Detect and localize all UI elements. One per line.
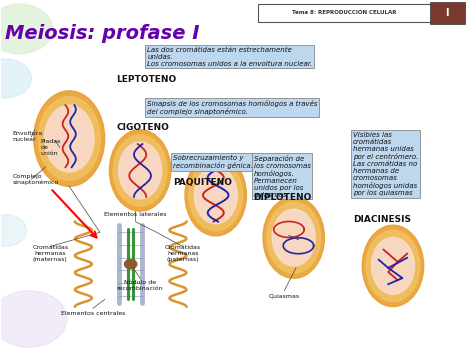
Text: Cromátidas
hermanas
(paternas): Cromátidas hermanas (paternas) <box>164 245 201 262</box>
Text: Nódulo de
recombinación: Nódulo de recombinación <box>117 280 164 291</box>
Text: Visibles las
cromátidas
hermanas unidas
por el centrómero.
Las cromátidas no
her: Visibles las cromátidas hermanas unidas … <box>353 132 418 196</box>
Text: Complejo
sinaptonémico: Complejo sinaptonémico <box>12 174 59 185</box>
Ellipse shape <box>34 91 105 186</box>
Text: Sinapsis de los cromosomas homólogos a través
del complejo sinaptonémico.: Sinapsis de los cromosomas homólogos a t… <box>147 100 318 115</box>
Ellipse shape <box>194 167 237 224</box>
Text: Envoltura
nuclear: Envoltura nuclear <box>12 131 43 142</box>
Ellipse shape <box>372 237 414 294</box>
Ellipse shape <box>267 202 320 273</box>
Text: Cromátidas
hermanas
(maternas): Cromátidas hermanas (maternas) <box>32 245 68 262</box>
Ellipse shape <box>109 130 171 211</box>
Ellipse shape <box>263 197 324 278</box>
Ellipse shape <box>189 160 243 231</box>
Text: CIGOTENO: CIGOTENO <box>117 123 169 132</box>
Text: Elementos laterales: Elementos laterales <box>104 212 167 217</box>
Ellipse shape <box>38 97 100 180</box>
Text: Separación de
los cromosomas
homólogos.
Permanecen
unidos por los
quiasmas.: Separación de los cromosomas homólogos. … <box>254 154 310 198</box>
Circle shape <box>125 260 137 269</box>
Ellipse shape <box>118 142 162 199</box>
Text: DIPLOTENO: DIPLOTENO <box>254 193 312 202</box>
Text: Quiasmas: Quiasmas <box>269 294 300 299</box>
FancyBboxPatch shape <box>258 4 431 22</box>
Text: Pladas
de
unión: Pladas de unión <box>41 139 61 156</box>
Text: LEPTOTENO: LEPTOTENO <box>117 75 177 84</box>
Text: Elementos centrales: Elementos centrales <box>61 311 125 316</box>
Text: Meiosis: profase I: Meiosis: profase I <box>5 24 200 43</box>
Circle shape <box>0 4 53 54</box>
Text: Sobrecruzamiento y
recombinación génica.: Sobrecruzamiento y recombinación génica. <box>173 154 253 169</box>
Text: DIACINESIS: DIACINESIS <box>353 215 411 224</box>
Ellipse shape <box>272 209 315 266</box>
Text: PAQUITENO: PAQUITENO <box>173 178 232 186</box>
Circle shape <box>0 59 31 98</box>
FancyBboxPatch shape <box>430 2 465 24</box>
Ellipse shape <box>366 230 420 301</box>
Circle shape <box>0 291 67 347</box>
Ellipse shape <box>185 154 246 236</box>
Ellipse shape <box>45 105 94 172</box>
Text: Tema 8: REPRODUCCIÓN CELULAR: Tema 8: REPRODUCCIÓN CELULAR <box>292 10 397 15</box>
Circle shape <box>0 215 27 246</box>
Ellipse shape <box>113 135 167 206</box>
Text: I: I <box>446 8 449 18</box>
Text: Las dos cromátidas están estrechamente
unidas.
Los cromosomas unidos a la envolt: Las dos cromátidas están estrechamente u… <box>147 47 312 67</box>
Ellipse shape <box>362 225 424 307</box>
